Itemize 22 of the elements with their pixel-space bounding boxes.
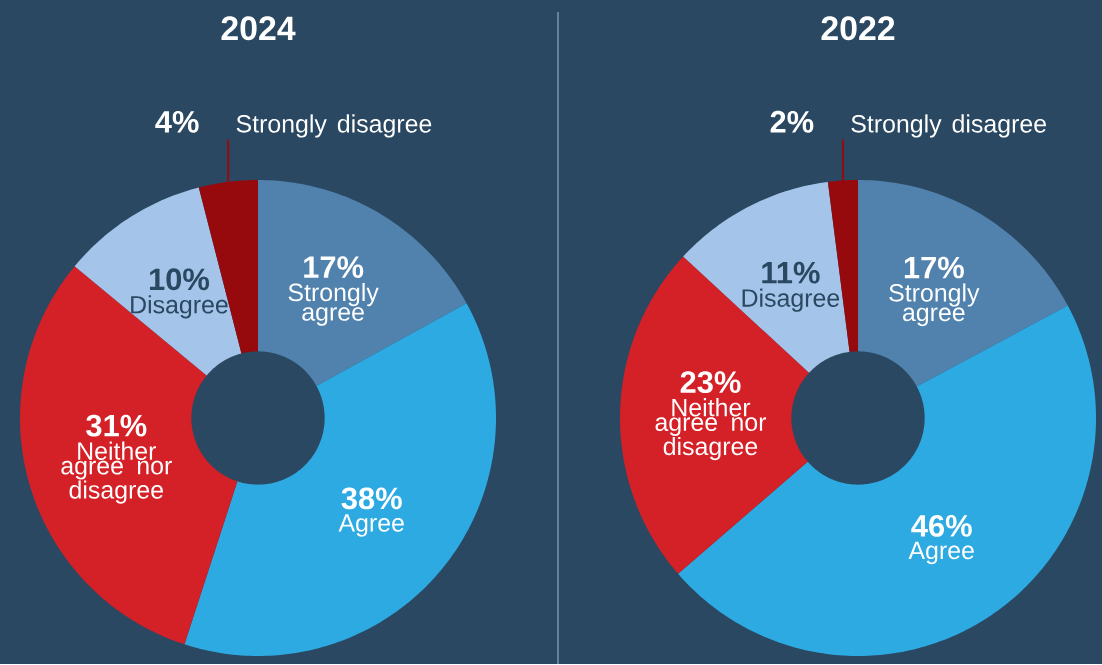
- data-label: 10%: [149, 268, 210, 291]
- data-label: 23%: [680, 371, 741, 394]
- data-label: 38%: [341, 487, 402, 510]
- slice-label: Strongly disagree: [851, 114, 1046, 138]
- slice-label: Strongly disagree: [236, 114, 432, 138]
- slice-label: Neither agree nor disagree: [61, 441, 172, 504]
- slice-label: Neither agree nor disagree: [655, 398, 767, 461]
- data-label: 17%: [304, 256, 364, 279]
- data-label: 17%: [904, 256, 964, 279]
- slice-label: Agree: [338, 514, 404, 537]
- slice-label: Disagree: [131, 295, 228, 319]
- data-label: 2%: [770, 111, 814, 133]
- data-label: 46%: [911, 515, 972, 538]
- slice-label: Disagree: [742, 288, 840, 313]
- chart-title: 2022: [821, 16, 895, 41]
- slice-label: Agree: [908, 542, 974, 565]
- data-label: 4%: [155, 111, 199, 133]
- slice-label: Strongly agree: [288, 283, 379, 326]
- data-label: 11%: [762, 262, 820, 284]
- data-label: 31%: [86, 414, 147, 437]
- slice-label: Strongly agree: [889, 283, 980, 327]
- chart-title: 2024: [221, 16, 296, 41]
